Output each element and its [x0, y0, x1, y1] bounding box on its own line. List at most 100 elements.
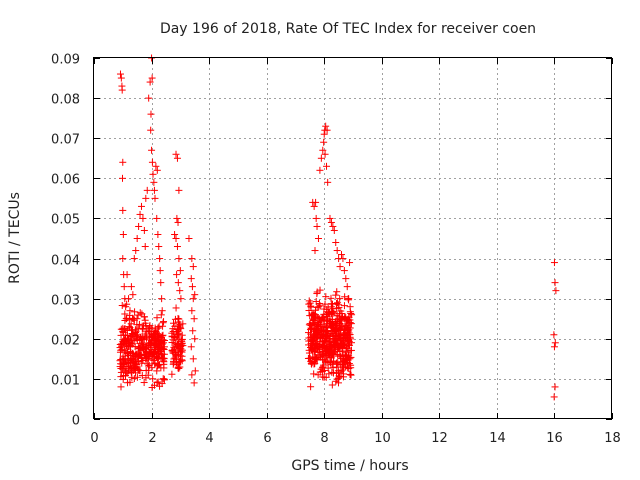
- x-axis-label: GPS time / hours: [291, 458, 408, 474]
- data-point: [313, 341, 321, 349]
- data-point: [116, 70, 124, 78]
- data-point: [340, 267, 348, 275]
- data-point: [307, 359, 315, 367]
- data-point: [315, 303, 323, 311]
- data-point: [334, 374, 342, 382]
- data-point: [312, 354, 320, 362]
- data-point: [120, 283, 128, 291]
- data-point: [138, 342, 146, 350]
- data-point: [174, 218, 182, 226]
- y-tick-label: 0: [72, 414, 80, 429]
- data-point: [346, 371, 354, 379]
- data-point: [189, 355, 197, 363]
- data-point: [168, 370, 176, 378]
- data-point: [119, 255, 127, 263]
- data-point: [160, 346, 168, 354]
- y-tick-label: 0.03: [51, 294, 80, 309]
- data-point: [131, 369, 139, 377]
- data-point: [158, 307, 166, 315]
- data-point: [317, 326, 325, 334]
- data-point: [328, 346, 336, 354]
- data-point: [325, 370, 333, 378]
- data-point: [305, 349, 313, 357]
- data-point: [328, 368, 336, 376]
- data-point: [307, 302, 315, 310]
- data-point: [307, 383, 315, 391]
- data-point: [347, 371, 355, 379]
- data-point: [142, 356, 150, 364]
- data-point: [345, 341, 353, 349]
- data-point: [319, 313, 327, 321]
- y-tick-label: 0.02: [51, 334, 80, 349]
- data-point: [117, 342, 125, 350]
- data-point: [145, 94, 153, 102]
- y-tick-label: 0.05: [51, 213, 80, 228]
- data-point: [191, 367, 199, 375]
- data-point: [136, 210, 144, 218]
- data-point: [121, 335, 129, 343]
- data-point: [142, 194, 150, 202]
- data-point: [118, 86, 126, 94]
- data-point: [316, 166, 324, 174]
- data-point: [122, 303, 130, 311]
- data-point: [168, 347, 176, 355]
- data-point: [150, 330, 158, 338]
- data-point: [129, 331, 137, 339]
- data-point: [347, 346, 355, 354]
- data-point: [133, 235, 141, 242]
- data-point: [173, 154, 181, 162]
- data-point: [327, 351, 335, 359]
- grid-lines: [94, 58, 612, 419]
- data-point: [551, 383, 559, 391]
- data-point: [170, 319, 178, 327]
- data-point: [188, 371, 196, 379]
- data-point: [317, 154, 325, 162]
- data-point: [138, 310, 146, 318]
- data-point: [122, 315, 130, 323]
- data-point: [154, 230, 162, 238]
- data-point: [336, 373, 344, 381]
- data-point: [148, 355, 156, 363]
- data-point: [176, 287, 184, 295]
- data-point: [173, 243, 181, 251]
- data-point: [176, 357, 184, 365]
- data-point: [313, 330, 321, 338]
- data-point: [330, 339, 338, 347]
- data-point: [133, 351, 141, 359]
- data-point: [131, 355, 139, 363]
- data-point: [125, 323, 133, 331]
- data-point: [148, 146, 156, 154]
- data-point: [314, 371, 322, 379]
- data-point: [118, 301, 126, 309]
- data-point: [117, 368, 125, 376]
- data-points: [116, 54, 560, 401]
- data-point: [126, 307, 134, 315]
- data-point: [170, 334, 178, 342]
- data-point: [156, 255, 164, 263]
- data-point: [147, 126, 155, 134]
- data-point: [171, 230, 179, 238]
- data-point: [158, 350, 166, 358]
- data-point: [154, 378, 162, 386]
- data-point: [308, 312, 316, 320]
- data-point: [136, 367, 144, 375]
- data-point: [121, 347, 129, 355]
- data-point: [119, 355, 127, 363]
- data-point: [312, 297, 320, 305]
- data-point: [346, 303, 354, 311]
- x-tick-label: 6: [263, 431, 271, 446]
- data-point: [550, 393, 558, 401]
- data-point: [333, 342, 341, 350]
- data-point: [157, 311, 165, 319]
- data-point: [189, 263, 197, 271]
- y-tick-labels: 0 0.01 0.02 0.03 0.04 0.05 0.06 0.07 0.08 0.09: [51, 53, 80, 429]
- data-point: [335, 333, 343, 341]
- data-point: [327, 329, 335, 337]
- data-point: [337, 330, 345, 338]
- data-point: [172, 235, 180, 242]
- data-point: [177, 337, 185, 345]
- data-point: [138, 336, 146, 344]
- data-point: [119, 230, 127, 238]
- data-point: [155, 243, 163, 251]
- data-point: [145, 361, 153, 369]
